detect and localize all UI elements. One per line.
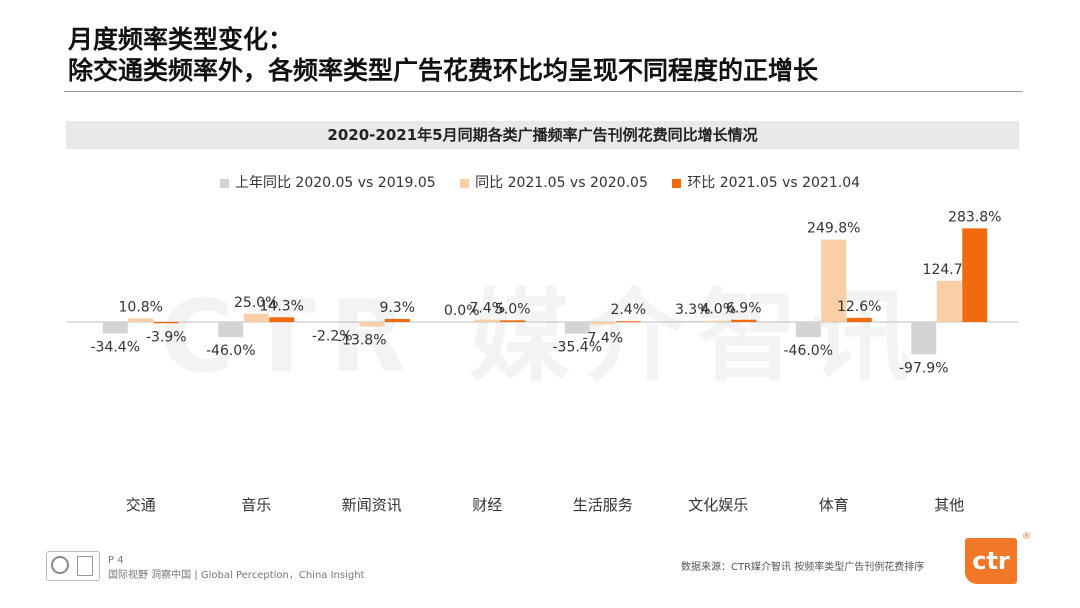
page-number: P 4 <box>108 555 124 566</box>
data-label: 6.9% <box>726 301 762 317</box>
chart-title: 2020-2021年5月同期各类广播频率广告刊例花费同比增长情况 <box>327 126 758 144</box>
category-label: 新闻资讯 <box>342 496 402 514</box>
bar-1-4 <box>590 322 616 325</box>
title-divider <box>64 91 1022 92</box>
cert-circle-icon <box>51 556 69 574</box>
data-label: 4.0% <box>700 302 736 318</box>
bar-1-5 <box>705 320 731 322</box>
footer-left: P 4 国际视野 洞察中国 | Global Perception，China … <box>108 553 364 583</box>
legend-item-mom: 环比 2021.05 vs 2021.04 <box>672 172 860 192</box>
data-label: -46.0% <box>206 343 256 359</box>
legend-swatch-gray <box>219 178 229 188</box>
cert-mark-icon <box>77 556 93 576</box>
data-label: 10.8% <box>119 299 163 315</box>
chart-legend: 上年同比 2020.05 vs 2019.05 同比 2021.05 vs 20… <box>0 172 1080 192</box>
data-label: 25.0% <box>234 295 278 311</box>
bar-0-4 <box>564 322 590 334</box>
bar-0-7 <box>911 322 937 355</box>
data-label: 9.3% <box>379 300 415 316</box>
category-label: 体育 <box>819 496 849 514</box>
category-label: 生活服务 <box>573 496 633 514</box>
bar-2-0 <box>153 322 179 324</box>
bar-2-5 <box>731 319 757 322</box>
data-label: 14.3% <box>260 298 304 314</box>
certification-badge <box>46 551 100 581</box>
data-label: 3.3% <box>675 302 711 318</box>
bar-1-6 <box>821 239 847 322</box>
ctr-logo: ctr <box>965 538 1017 584</box>
data-label: 283.8% <box>948 209 1001 225</box>
legend-label: 环比 2021.05 vs 2021.04 <box>687 175 861 191</box>
category-label: 交通 <box>126 496 156 514</box>
category-label: 音乐 <box>241 496 271 514</box>
bar-0-0 <box>102 322 128 334</box>
data-label: -97.9% <box>899 360 949 376</box>
bar-1-3 <box>474 319 500 322</box>
category-label: 财经 <box>472 496 502 514</box>
legend-item-prev-yoy: 上年同比 2020.05 vs 2019.05 <box>219 172 436 192</box>
data-label: -46.0% <box>783 343 833 359</box>
bar-2-1 <box>269 317 295 322</box>
data-label: 249.8% <box>807 221 860 237</box>
data-label: -7.4% <box>582 330 623 346</box>
footer-slogan: 国际视野 洞察中国 | Global Perception，China Insi… <box>108 570 365 581</box>
category-label: 其他 <box>934 496 964 514</box>
bar-2-6 <box>846 317 872 322</box>
data-label: 5.0% <box>495 301 531 317</box>
legend-item-yoy: 同比 2021.05 vs 2020.05 <box>460 172 648 192</box>
bar-2-7 <box>962 228 988 322</box>
bar-1-0 <box>128 318 154 322</box>
slide-title: 月度频率类型变化： 除交通类频率外，各频率类型广告花费环比均呈现不同程度的正增长 <box>68 24 818 86</box>
legend-swatch-peach <box>460 178 470 188</box>
data-label: 7.4% <box>469 301 505 317</box>
bar-1-7 <box>936 280 962 322</box>
slide-title-line2: 除交通类频率外，各频率类型广告花费环比均呈现不同程度的正增长 <box>68 56 819 85</box>
legend-label: 上年同比 2020.05 vs 2019.05 <box>234 175 436 191</box>
legend-swatch-orange <box>672 178 682 188</box>
data-label: 0.0% <box>444 303 480 319</box>
chart-title-band <box>66 121 1019 149</box>
data-label: -3.9% <box>146 329 187 345</box>
bar-1-1 <box>243 313 269 322</box>
category-label: 文化娱乐 <box>688 496 748 514</box>
data-label: 2.4% <box>610 302 646 318</box>
data-label: -34.4% <box>90 339 140 355</box>
bar-0-1 <box>218 322 244 338</box>
bar-1-2 <box>359 322 385 327</box>
bar-0-6 <box>795 322 821 338</box>
legend-label: 同比 2021.05 vs 2020.05 <box>475 175 648 191</box>
data-label: -35.4% <box>552 340 602 356</box>
data-label: -13.8% <box>337 333 387 349</box>
data-source: 数据来源：CTR媒介智讯 按频率类型广告刊例花费排序 <box>681 562 925 573</box>
bar-2-2 <box>384 318 410 322</box>
bar-2-3 <box>500 320 526 322</box>
registered-mark: ® <box>1022 532 1031 542</box>
slide-title-line1: 月度频率类型变化： <box>68 25 294 54</box>
bar-0-5 <box>680 320 706 322</box>
bar-2-4 <box>615 321 641 323</box>
bar-0-2 <box>333 322 359 323</box>
data-label: -2.2% <box>312 329 353 345</box>
watermark: CTR 媒介智讯 <box>160 278 926 395</box>
data-label: 12.6% <box>837 299 881 315</box>
